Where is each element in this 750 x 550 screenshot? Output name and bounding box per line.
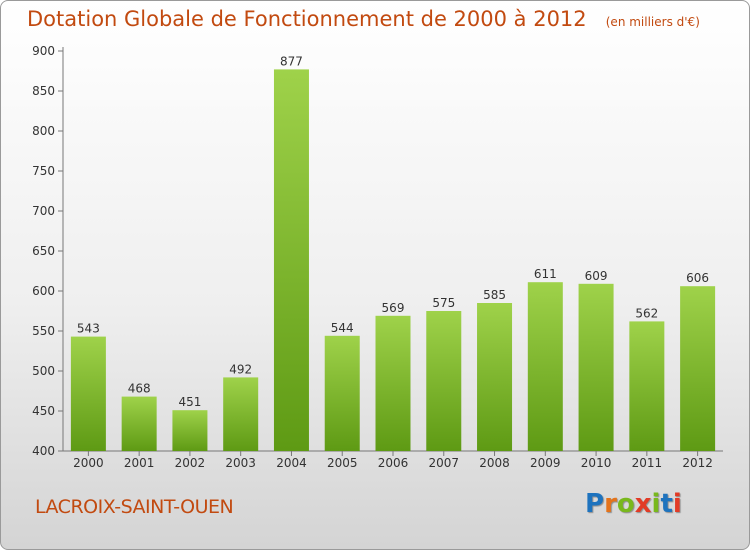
- y-tick-label: 750: [32, 164, 55, 178]
- bar-value-label: 544: [331, 321, 354, 335]
- y-tick-label: 450: [32, 404, 55, 418]
- bar: [273, 69, 309, 452]
- brand-letter: i: [651, 489, 661, 519]
- bar-value-label: 562: [635, 306, 658, 320]
- bar-value-label: 585: [483, 288, 506, 302]
- brand-letter: i: [672, 489, 682, 519]
- x-tick-label: 2003: [225, 456, 256, 470]
- bar: [578, 283, 614, 451]
- y-tick-label: 900: [32, 44, 55, 58]
- proxiti-logo[interactable]: Proxiti: [585, 489, 682, 519]
- x-tick-label: 2007: [428, 456, 459, 470]
- x-tick-label: 2011: [632, 456, 663, 470]
- chart-bars: 543 468 451 492 877 544 569 575 585 611 609 562 606: [70, 54, 716, 452]
- bar: [426, 311, 462, 451]
- y-tick-label: 400: [32, 444, 55, 458]
- brand-letter: P: [585, 489, 605, 519]
- x-tick-label: 2002: [175, 456, 206, 470]
- bar-value-label: 609: [585, 269, 608, 283]
- brand-letter: t: [660, 489, 673, 519]
- y-tick-label: 500: [32, 364, 55, 378]
- bar-value-label: 468: [128, 382, 151, 396]
- chart-title-unit: (en milliers d'€): [605, 15, 700, 29]
- bar: [70, 336, 106, 451]
- y-tick-label: 550: [32, 324, 55, 338]
- bar: [121, 396, 157, 451]
- bar: [172, 410, 208, 451]
- bar: [375, 315, 411, 451]
- bar-value-label: 606: [686, 271, 709, 285]
- bar: [629, 321, 665, 451]
- y-tick-label: 600: [32, 284, 55, 298]
- x-tick-label: 2001: [124, 456, 155, 470]
- y-tick-label: 800: [32, 124, 55, 138]
- brand-letter: o: [616, 489, 635, 519]
- brand-letter: r: [604, 489, 617, 519]
- y-tick-label: 700: [32, 204, 55, 218]
- bar-value-label: 575: [432, 296, 455, 310]
- chart-title-main: Dotation Globale de Fonctionnement de 20…: [27, 7, 587, 31]
- x-tick-label: 2006: [378, 456, 409, 470]
- x-tick-label: 2009: [530, 456, 561, 470]
- brand-letter: x: [634, 489, 652, 519]
- x-tick-label: 2000: [73, 456, 104, 470]
- bar-value-label: 569: [382, 301, 405, 315]
- bar: [527, 282, 563, 451]
- x-tick-label: 2004: [276, 456, 307, 470]
- x-tick-label: 2010: [581, 456, 612, 470]
- y-tick-label: 850: [32, 84, 55, 98]
- x-tick-label: 2005: [327, 456, 358, 470]
- x-tick-label: 2012: [682, 456, 713, 470]
- bar-value-label: 877: [280, 54, 303, 68]
- bar-value-label: 611: [534, 267, 557, 281]
- y-tick-label: 650: [32, 244, 55, 258]
- bar-value-label: 492: [229, 362, 252, 376]
- x-tick-label: 2008: [479, 456, 510, 470]
- bar: [223, 377, 259, 451]
- bar-value-label: 543: [77, 322, 100, 336]
- bar: [477, 303, 513, 451]
- town-name: LACROIX-SAINT-OUEN: [35, 496, 234, 518]
- bar: [680, 286, 716, 451]
- bar: [324, 335, 360, 451]
- bar-value-label: 451: [178, 395, 201, 409]
- chart-axes: 400 450 500 550 600 650 700 750 800 850 900 2000 200…: [32, 44, 723, 470]
- chart-title: Dotation Globale de Fonctionnement de 20…: [27, 7, 700, 31]
